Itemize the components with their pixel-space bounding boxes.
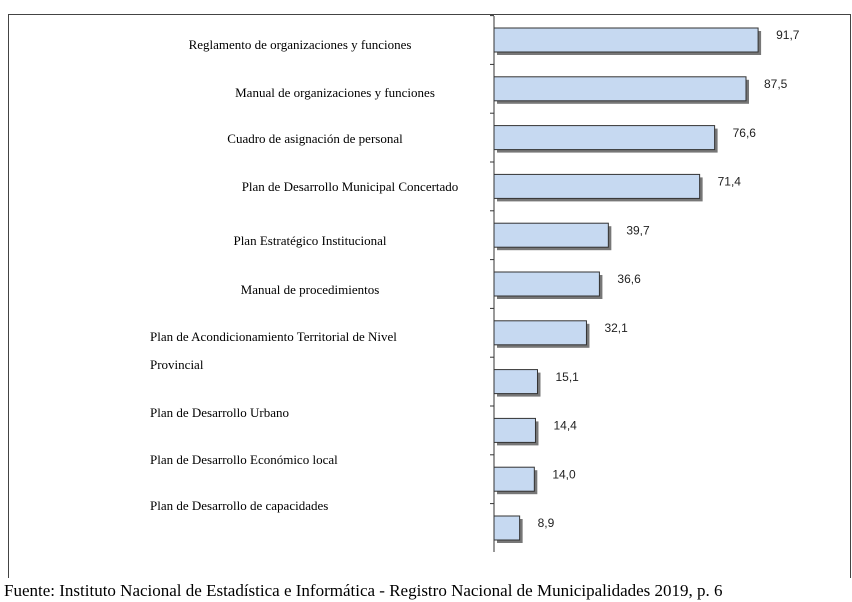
category-label: Reglamento de organizaciones y funciones (188, 37, 412, 52)
value-label: 36,6 (617, 272, 641, 286)
category-label: Cuadro de asignación de personal (227, 131, 403, 146)
bar (493, 125, 716, 151)
value-label: 15,1 (555, 370, 579, 384)
category-label: Manual de organizaciones y funciones (235, 85, 435, 100)
category-label: Manual de procedimientos (240, 282, 380, 297)
value-label: 91,7 (776, 28, 800, 42)
value-label: 14,4 (553, 419, 577, 433)
category-label: Plan de Desarrollo Urbano (150, 405, 289, 420)
bar (493, 271, 600, 297)
bar (493, 173, 701, 199)
value-label: 8,9 (538, 516, 555, 530)
value-label: 39,7 (626, 223, 650, 237)
value-label: 71,4 (718, 175, 742, 189)
category-label: Plan de Desarrollo Municipal Concertado (241, 179, 459, 194)
source-note: Fuente: Instituto Nacional de Estadístic… (4, 581, 723, 600)
category-label: Plan Estratégico Institucional (233, 233, 387, 248)
bar (493, 76, 747, 102)
bar (493, 369, 538, 395)
value-label: 76,6 (733, 126, 757, 140)
value-label: 14,0 (552, 467, 576, 481)
category-label: Plan de Desarrollo de capacidades (150, 498, 329, 513)
bar (493, 515, 521, 541)
chart-frame (8, 14, 851, 578)
bar (493, 222, 609, 248)
category-label: Plan de Acondicionamiento Territorial de… (150, 329, 397, 372)
bar (493, 27, 759, 53)
bar (493, 417, 536, 443)
value-label: 87,5 (764, 77, 788, 91)
bar (493, 466, 535, 492)
bar (493, 320, 587, 346)
value-label: 32,1 (604, 321, 628, 335)
category-label: Plan de Desarrollo Económico local (150, 452, 338, 467)
